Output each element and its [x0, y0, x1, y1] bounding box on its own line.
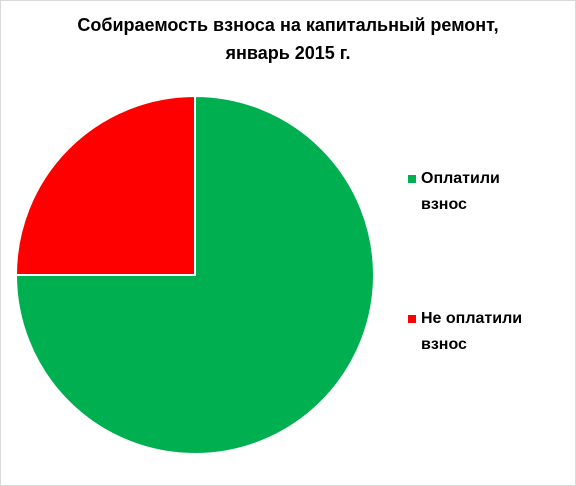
- legend-swatch: [408, 315, 416, 323]
- chart-title: январь 2015 г.: [224, 43, 350, 63]
- chart-title: Собираемость взноса на капитальный ремон…: [77, 15, 498, 35]
- legend-entry: Оплатили взнос: [408, 166, 541, 218]
- legend-label: Не оплатили взнос: [421, 310, 523, 353]
- pie-slice: [14, 94, 196, 276]
- legend-entry: Не оплатили взнос: [408, 306, 541, 358]
- pie-slice: [14, 94, 375, 455]
- legend-label: Оплатили взнос: [421, 170, 500, 213]
- legend-swatch: [408, 175, 416, 183]
